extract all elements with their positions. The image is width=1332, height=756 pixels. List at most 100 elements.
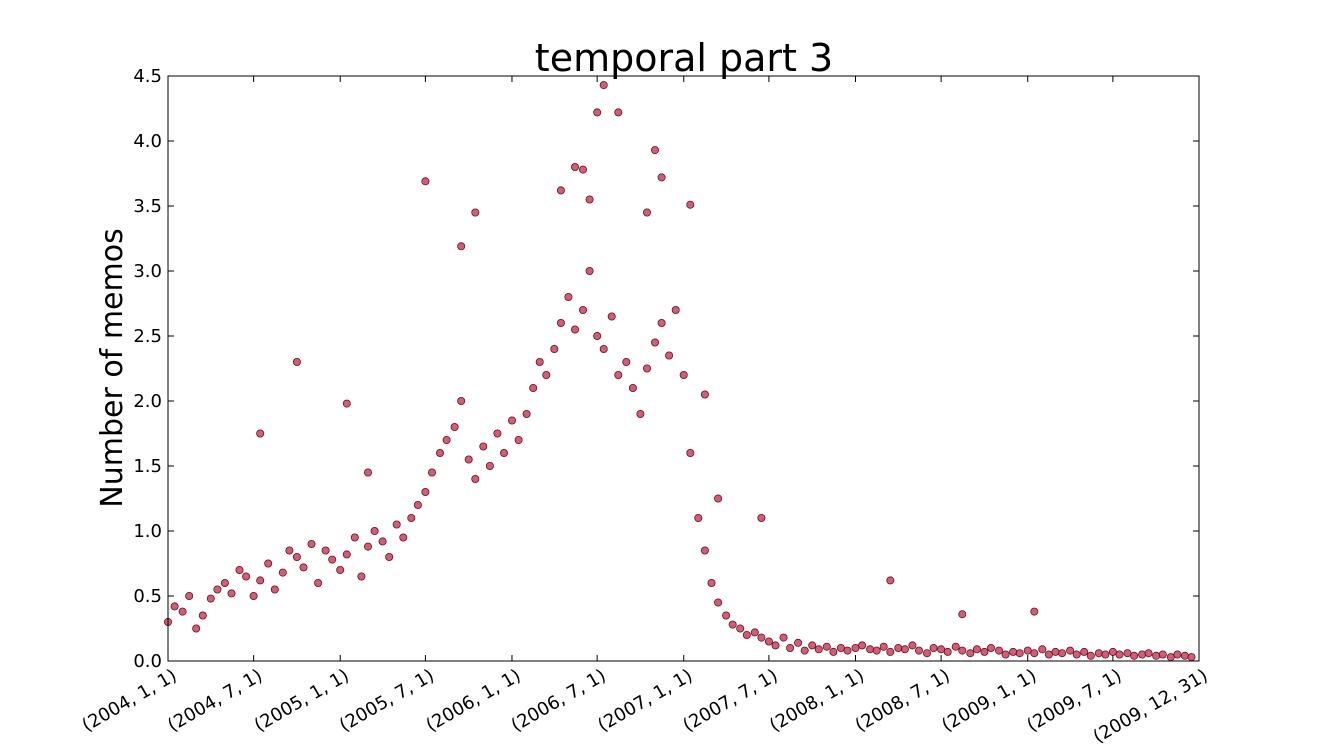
data-point — [822, 642, 831, 651]
data-point — [213, 585, 222, 594]
data-point — [1015, 649, 1024, 658]
data-point — [714, 494, 723, 503]
data-point — [700, 546, 709, 555]
data-point — [843, 646, 852, 655]
data-point — [493, 429, 502, 438]
data-point — [357, 572, 366, 581]
data-point — [314, 579, 323, 588]
data-point — [571, 162, 580, 171]
data-point — [771, 641, 780, 650]
x-tick-label: (2007, 1, 1) — [594, 665, 696, 736]
data-point — [866, 645, 875, 654]
data-point — [385, 553, 394, 562]
data-point — [1051, 647, 1060, 656]
data-point — [556, 318, 565, 327]
data-point — [1130, 651, 1139, 660]
data-point — [178, 607, 187, 616]
data-point — [328, 555, 337, 564]
data-point — [757, 633, 766, 642]
x-tick-label: (2006, 7, 1) — [508, 665, 610, 736]
y-tick-label: 4.0 — [133, 131, 162, 152]
data-point — [657, 318, 666, 327]
data-point — [943, 647, 952, 656]
data-point — [694, 514, 703, 523]
data-point — [722, 611, 731, 620]
data-point — [1115, 650, 1124, 659]
data-point — [535, 357, 544, 366]
data-point — [185, 592, 194, 601]
data-point — [966, 649, 975, 658]
data-point — [413, 500, 422, 509]
data-point — [879, 642, 888, 651]
y-tick-label: 0.5 — [133, 586, 162, 607]
data-point — [951, 642, 960, 651]
data-point — [1094, 649, 1103, 658]
data-point — [651, 338, 660, 347]
data-point — [707, 579, 716, 588]
data-point — [227, 589, 236, 598]
data-point — [714, 598, 723, 607]
data-point — [571, 325, 580, 334]
data-point — [742, 631, 751, 640]
data-point — [800, 646, 809, 655]
data-point — [1086, 651, 1095, 660]
data-point — [686, 448, 695, 457]
data-point — [980, 647, 989, 656]
data-point — [350, 533, 359, 542]
data-point — [764, 637, 773, 646]
data-point — [671, 305, 680, 314]
data-point — [958, 646, 967, 655]
data-point — [908, 641, 917, 650]
data-point — [471, 474, 480, 483]
data-point — [593, 331, 602, 340]
data-point — [198, 611, 207, 620]
data-point — [786, 644, 795, 653]
x-tick-label: (2008, 1, 1) — [766, 665, 868, 736]
data-point — [363, 468, 372, 477]
data-point — [256, 429, 265, 438]
data-point — [285, 546, 294, 555]
data-point — [1108, 647, 1117, 656]
data-point — [278, 568, 287, 577]
data-point — [829, 647, 838, 656]
data-point — [686, 200, 695, 209]
data-point — [292, 357, 301, 366]
data-point — [995, 646, 1004, 655]
data-point — [550, 344, 559, 353]
data-point — [651, 146, 660, 155]
data-point — [485, 461, 494, 470]
data-point — [1080, 647, 1089, 656]
data-point — [929, 644, 938, 653]
x-tick-label: (2004, 1, 1) — [78, 665, 180, 736]
data-point — [886, 647, 895, 656]
data-point — [894, 644, 903, 653]
plot-area-frame — [167, 75, 1200, 662]
data-point — [1058, 649, 1067, 658]
data-point — [378, 537, 387, 546]
data-point — [220, 579, 229, 588]
data-point — [235, 566, 244, 575]
data-point — [1138, 650, 1147, 659]
data-point — [1166, 653, 1175, 662]
data-point — [256, 576, 265, 585]
data-point — [599, 344, 608, 353]
data-point — [170, 602, 179, 611]
data-point — [1001, 650, 1010, 659]
data-point — [750, 628, 759, 637]
data-point — [342, 399, 351, 408]
y-tick-label: 1.0 — [133, 521, 162, 542]
data-point — [599, 81, 608, 90]
data-point — [1180, 651, 1189, 660]
y-tick-label: 3.5 — [133, 196, 162, 217]
data-point — [529, 383, 538, 392]
data-point — [700, 390, 709, 399]
data-point — [579, 305, 588, 314]
data-point — [814, 645, 823, 654]
data-point — [457, 242, 466, 251]
y-tick-label: 2.0 — [133, 391, 162, 412]
data-point — [886, 576, 895, 585]
data-point — [1158, 650, 1167, 659]
x-tick-label: (2007, 7, 1) — [679, 665, 781, 736]
data-point — [435, 448, 444, 457]
data-points — [163, 81, 1196, 662]
